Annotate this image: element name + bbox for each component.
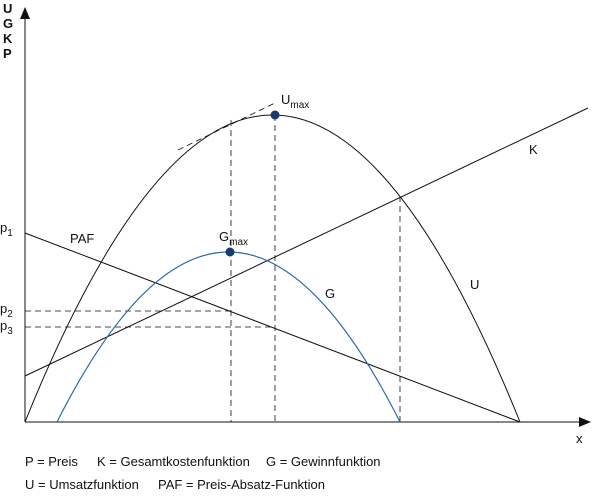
legend-entry: PAF = Preis-Absatz-Funktion: [158, 477, 325, 492]
label-sub: 3: [7, 326, 13, 337]
p1-label: p1: [0, 220, 13, 239]
guide-lines: [25, 102, 401, 422]
g-max-label: Gmax: [219, 229, 248, 248]
y-axis-label: P: [3, 46, 12, 61]
u-curve: [24, 114, 521, 423]
p3-label: p3: [0, 318, 13, 337]
u-max-label: Umax: [281, 92, 309, 111]
label-base: p: [0, 220, 7, 235]
paf-label: PAF: [70, 231, 94, 246]
label-base: G: [219, 229, 229, 244]
k-line: [24, 107, 589, 377]
y-axis-label: K: [3, 31, 13, 46]
g-curve: [56, 251, 401, 423]
label-sub: 2: [7, 309, 13, 320]
g-max-point: [225, 247, 235, 257]
label-base: p: [0, 301, 7, 316]
legend-entry: G = Gewinnfunktion: [266, 454, 381, 469]
label-base: U: [281, 92, 290, 107]
g-label: G: [325, 286, 335, 301]
legend-entry: K = Gesamtkostenfunktion: [97, 454, 250, 469]
label-sub: 1: [7, 228, 13, 239]
legend-entry: U = Umsatzfunktion: [25, 477, 139, 492]
y-axis-label: U: [3, 1, 12, 16]
p2-label: p2: [0, 301, 13, 320]
tangent: [177, 102, 276, 151]
y-axis-label: G: [3, 16, 13, 31]
label-base: p: [0, 318, 7, 333]
label-sub: max: [290, 100, 309, 111]
x-axis-label: x: [576, 431, 583, 446]
label-sub: max: [229, 237, 248, 248]
paf-line: [24, 232, 521, 423]
legend-entry: P = Preis: [25, 454, 78, 469]
u-label: U: [470, 277, 479, 292]
u-max-point: [270, 110, 280, 120]
k-label: K: [529, 142, 538, 157]
